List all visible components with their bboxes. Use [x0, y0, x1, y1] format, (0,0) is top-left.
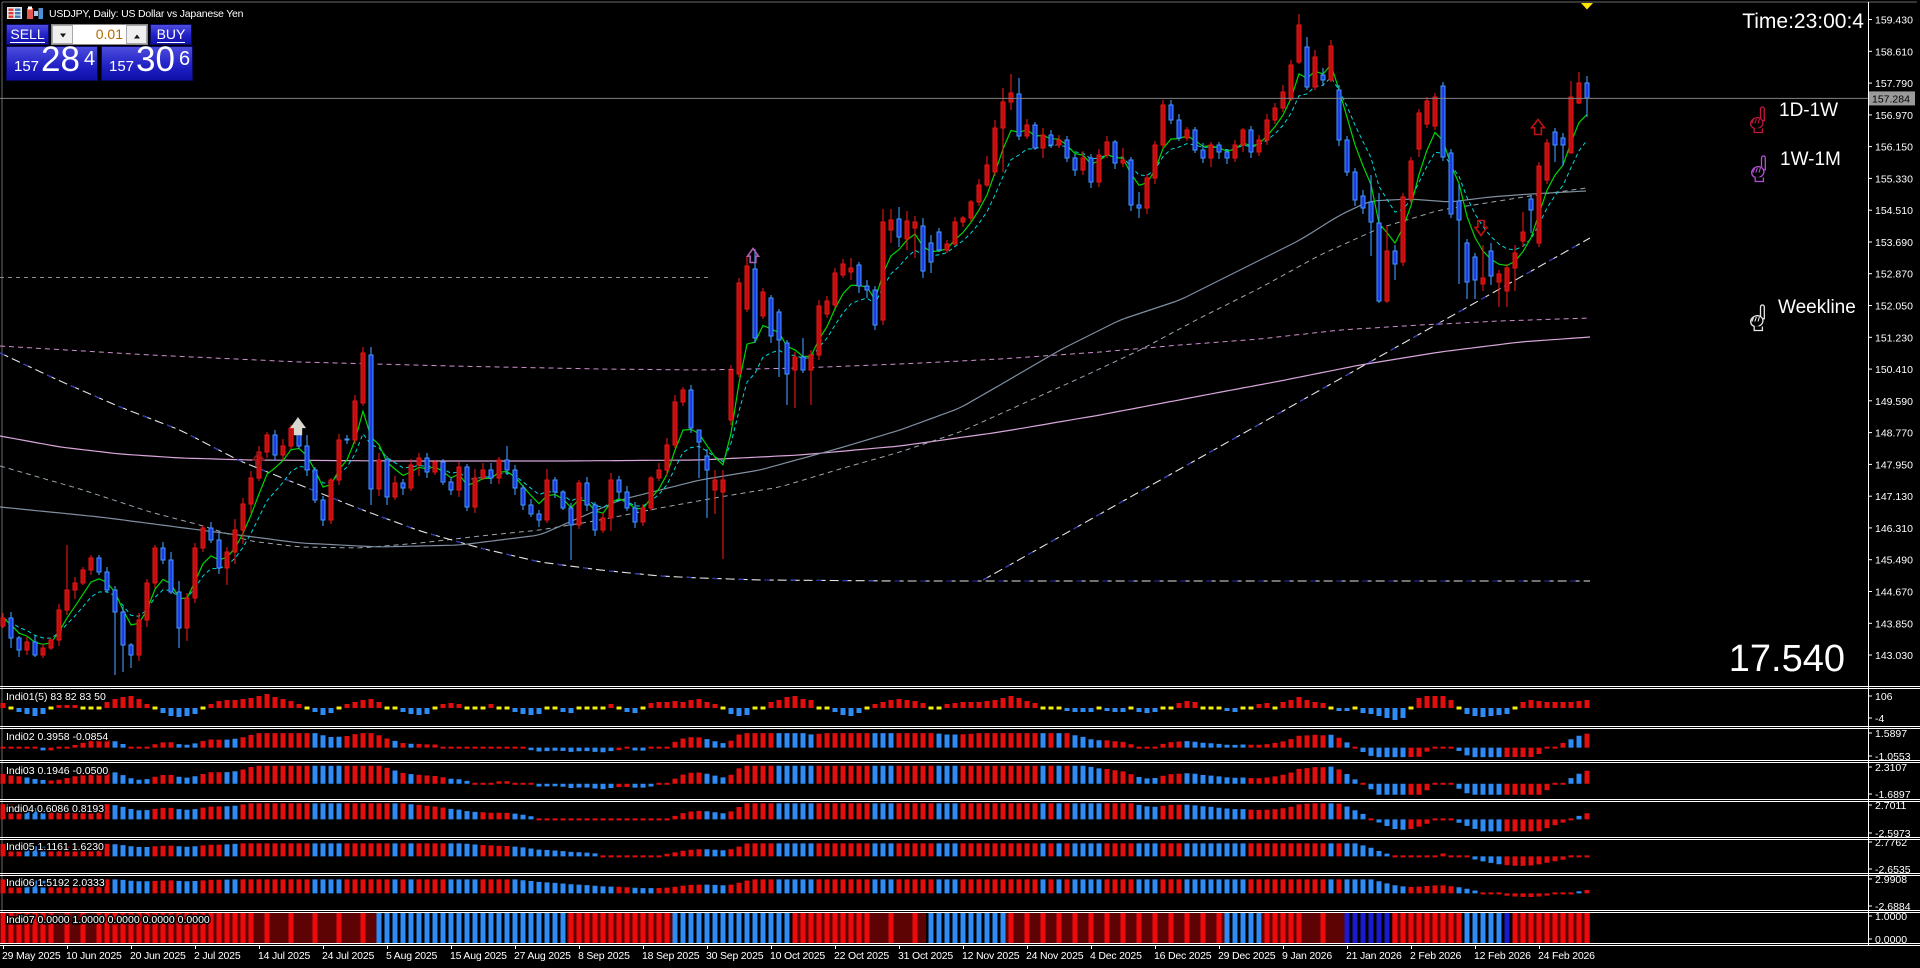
svg-text:2.3107: 2.3107 [1875, 762, 1907, 774]
svg-text:157.284: 157.284 [1872, 94, 1910, 106]
svg-text:10 Jun 2025: 10 Jun 2025 [66, 950, 122, 962]
svg-text:8 Sep 2025: 8 Sep 2025 [578, 950, 630, 962]
svg-text:12 Nov 2025: 12 Nov 2025 [962, 950, 1020, 962]
svg-text:15 Aug 2025: 15 Aug 2025 [450, 950, 507, 962]
svg-text:21 Jan 2026: 21 Jan 2026 [1346, 950, 1402, 962]
svg-text:12 Feb 2026: 12 Feb 2026 [1474, 950, 1531, 962]
svg-text:149.590: 149.590 [1875, 396, 1913, 408]
svg-text:158.610: 158.610 [1875, 46, 1913, 58]
svg-text:Indi05 1.1161 1.6230: Indi05 1.1161 1.6230 [6, 841, 104, 853]
svg-text:indi04 0.6086 0.8193: indi04 0.6086 0.8193 [6, 803, 104, 815]
svg-text:1.5897: 1.5897 [1875, 728, 1907, 740]
svg-text:1W-1M: 1W-1M [1780, 149, 1841, 170]
svg-text:1D-1W: 1D-1W [1779, 100, 1838, 121]
svg-text:Indi02 0.3958 -0.0854: Indi02 0.3958 -0.0854 [6, 731, 108, 743]
svg-text:16 Dec 2025: 16 Dec 2025 [1154, 950, 1212, 962]
svg-text:152.050: 152.050 [1875, 301, 1913, 313]
svg-text:Indi06 1.5192 2.0333: Indi06 1.5192 2.0333 [6, 877, 105, 889]
svg-text:143.030: 143.030 [1875, 650, 1913, 662]
svg-text:20 Jun 2025: 20 Jun 2025 [130, 950, 186, 962]
svg-text:153.690: 153.690 [1875, 237, 1913, 249]
svg-text:-1.0553: -1.0553 [1875, 751, 1911, 763]
svg-text:Weekline: Weekline [1778, 297, 1856, 318]
svg-text:2.9908: 2.9908 [1875, 874, 1907, 886]
svg-text:146.310: 146.310 [1875, 523, 1913, 535]
svg-text:2 Feb 2026: 2 Feb 2026 [1410, 950, 1461, 962]
svg-text:155.330: 155.330 [1875, 173, 1913, 185]
svg-text:-2.6535: -2.6535 [1875, 864, 1911, 876]
svg-text:Indi07 0.0000 1.0000 0.0000 0.: Indi07 0.0000 1.0000 0.0000 0.0000 0.000… [6, 914, 210, 926]
svg-text:147.130: 147.130 [1875, 491, 1913, 503]
svg-text:10 Oct 2025: 10 Oct 2025 [770, 950, 825, 962]
svg-text:5 Aug 2025: 5 Aug 2025 [386, 950, 437, 962]
svg-text:9 Jan 2026: 9 Jan 2026 [1282, 950, 1332, 962]
svg-text:Time:23:00:4: Time:23:00:4 [1742, 10, 1864, 33]
svg-text:143.850: 143.850 [1875, 618, 1913, 630]
svg-text:144.670: 144.670 [1875, 587, 1913, 599]
svg-text:145.490: 145.490 [1875, 555, 1913, 567]
svg-text:17.540: 17.540 [1729, 638, 1845, 680]
svg-text:148.770: 148.770 [1875, 428, 1913, 440]
svg-text:Indi01(5) 83 82 83 50: Indi01(5) 83 82 83 50 [6, 691, 106, 703]
svg-text:-2.6884: -2.6884 [1875, 901, 1911, 913]
svg-text:29 Dec 2025: 29 Dec 2025 [1218, 950, 1276, 962]
svg-text:29 May 2025: 29 May 2025 [2, 950, 61, 962]
svg-text:159.430: 159.430 [1875, 15, 1913, 27]
svg-text:24 Nov 2025: 24 Nov 2025 [1026, 950, 1084, 962]
svg-text:156.970: 156.970 [1875, 110, 1913, 122]
svg-text:1.0000: 1.0000 [1875, 911, 1907, 923]
svg-text:150.410: 150.410 [1875, 364, 1913, 376]
svg-text:4 Dec 2025: 4 Dec 2025 [1090, 950, 1142, 962]
svg-text:147.950: 147.950 [1875, 459, 1913, 471]
svg-text:31 Oct 2025: 31 Oct 2025 [898, 950, 953, 962]
svg-text:18 Sep 2025: 18 Sep 2025 [642, 950, 700, 962]
svg-text:-1.6897: -1.6897 [1875, 789, 1911, 801]
svg-text:Indi03 0.1946 -0.0500: Indi03 0.1946 -0.0500 [6, 765, 108, 777]
svg-text:27 Aug 2025: 27 Aug 2025 [514, 950, 571, 962]
svg-text:14 Jul 2025: 14 Jul 2025 [258, 950, 310, 962]
svg-text:2.7011: 2.7011 [1875, 800, 1906, 812]
svg-text:USDJPY, Daily: US Dollar vs J: USDJPY, Daily: US Dollar vs Japanese Yen [49, 8, 244, 20]
svg-text:30 Sep 2025: 30 Sep 2025 [706, 950, 764, 962]
svg-text:-2.5973: -2.5973 [1875, 828, 1911, 840]
svg-text:0.0000: 0.0000 [1875, 934, 1907, 946]
svg-text:106: 106 [1875, 691, 1893, 703]
svg-text:157.790: 157.790 [1875, 78, 1913, 90]
svg-text:-4: -4 [1875, 713, 1884, 725]
svg-text:151.230: 151.230 [1875, 332, 1913, 344]
svg-text:2 Jul 2025: 2 Jul 2025 [194, 950, 241, 962]
svg-text:154.510: 154.510 [1875, 205, 1913, 217]
svg-text:22 Oct 2025: 22 Oct 2025 [834, 950, 889, 962]
svg-text:156.150: 156.150 [1875, 142, 1913, 154]
svg-text:152.870: 152.870 [1875, 269, 1913, 281]
svg-text:24 Jul 2025: 24 Jul 2025 [322, 950, 374, 962]
svg-text:2.7762: 2.7762 [1875, 837, 1907, 849]
svg-text:24 Feb 2026: 24 Feb 2026 [1538, 950, 1595, 962]
